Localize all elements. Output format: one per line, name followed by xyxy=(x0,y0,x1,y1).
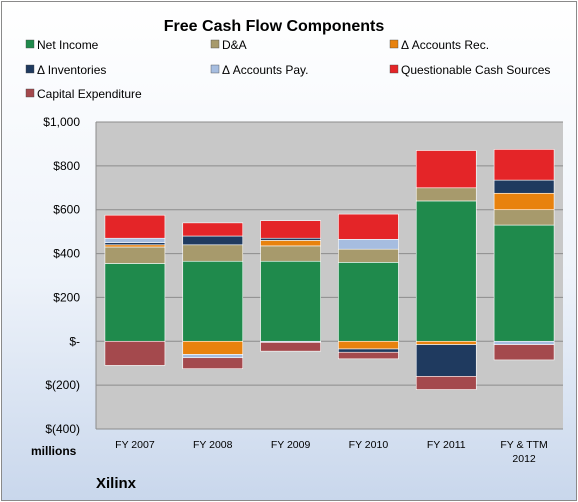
legend-swatch xyxy=(210,39,220,49)
bar-segment-capital-expenditure xyxy=(260,342,321,352)
x-tick-label: FY 2008 xyxy=(193,439,233,451)
y-tick-label: $200 xyxy=(53,290,80,304)
bar-segment-d-a xyxy=(338,248,399,263)
bar-segment-delta-inventories xyxy=(260,237,321,241)
bar-segment-delta-accounts-rec xyxy=(493,192,555,211)
legend-label: Capital Expenditure xyxy=(37,87,142,101)
bar-segment-delta-accounts-rec xyxy=(260,240,321,247)
legend-item-delta-inventories: Δ Inventories xyxy=(25,63,106,77)
bar-segment-d-a xyxy=(493,209,555,226)
y-tick-label: $1,000 xyxy=(43,115,80,129)
bar-segment-net-income xyxy=(415,200,477,342)
y-tick-label: $(200) xyxy=(45,378,80,392)
bar-segment-delta-accounts-pay xyxy=(338,239,399,250)
legend-label: Δ Accounts Rec. xyxy=(401,38,489,52)
legend-swatch xyxy=(25,88,35,98)
legend-label: Δ Accounts Pay. xyxy=(222,63,309,77)
bar-segment-capital-expenditure xyxy=(104,340,166,366)
bar-segment-delta-accounts-pay xyxy=(182,354,244,359)
bar-segment-delta-inventories xyxy=(493,179,555,194)
bar-segment-delta-accounts-pay xyxy=(104,237,166,243)
legend-label: Δ Inventories xyxy=(37,63,106,77)
legend-item-capital-expenditure: Capital Expenditure xyxy=(25,87,142,101)
bar-segment-capital-expenditure xyxy=(415,376,477,390)
legend-swatch xyxy=(210,64,220,74)
legend-swatch xyxy=(25,39,35,49)
x-tick-label: FY 2011 xyxy=(427,439,466,451)
legend-item-net-income: Net Income xyxy=(25,38,99,52)
bar-segment-d-a xyxy=(260,245,321,262)
x-tick-label: FY 2009 xyxy=(271,439,311,451)
bar-segment-delta-inventories xyxy=(182,235,244,246)
y-tick-label: $- xyxy=(69,334,80,348)
bar-segment-net-income xyxy=(493,224,555,342)
bar-segment-delta-accounts-rec xyxy=(415,340,477,345)
bar-segment-questionable-cash-sources xyxy=(182,222,244,237)
bar-segment-capital-expenditure xyxy=(493,344,555,361)
bar-segment-delta-accounts-pay xyxy=(493,340,555,345)
y-tick-label: $400 xyxy=(53,247,80,261)
chart-title: Free Cash Flow Components xyxy=(164,18,385,35)
y-tick-label: $800 xyxy=(53,159,80,173)
legend-label: Questionable Cash Sources xyxy=(401,63,550,77)
bar-segment-net-income xyxy=(182,260,244,342)
legend-swatch xyxy=(25,64,35,74)
plot-area: $1,000 $800 $600 $400 $200 $- $(200) $(400) FY 2… xyxy=(43,115,563,465)
legend-item-d-a: D&A xyxy=(210,38,247,52)
bar-segment-delta-accounts-rec xyxy=(104,244,166,248)
bar-segment-net-income xyxy=(260,260,321,342)
legend-item-questionable-cash-sources: Questionable Cash Sources xyxy=(389,63,550,77)
bar-segment-net-income xyxy=(104,263,166,342)
bar-segment-delta-accounts-rec xyxy=(338,340,399,350)
legend-label: Net Income xyxy=(37,38,99,52)
bar-segment-questionable-cash-sources xyxy=(338,213,399,240)
bar-segment-d-a xyxy=(415,187,477,202)
legend: Net Income D&A Δ Accounts Rec. Δ Inventorie… xyxy=(25,38,550,101)
x-tick-label: FY 2007 xyxy=(115,439,155,451)
legend-item-delta-accounts-pay: Δ Accounts Pay. xyxy=(210,63,309,77)
bar-segment-delta-accounts-rec xyxy=(182,340,244,355)
legend-label: D&A xyxy=(222,38,247,52)
bar-segment-delta-inventories xyxy=(338,348,399,353)
y-tick-label: $600 xyxy=(53,203,80,217)
legend-item-delta-accounts-rec: Δ Accounts Rec. xyxy=(389,38,489,52)
bar-segment-d-a xyxy=(182,244,244,262)
bar-segment-questionable-cash-sources xyxy=(104,214,166,239)
bar-segment-questionable-cash-sources xyxy=(260,220,321,239)
bar-segment-capital-expenditure xyxy=(338,351,399,360)
bar-segment-delta-inventories xyxy=(415,344,477,377)
bar-segment-net-income xyxy=(338,262,399,342)
legend-swatch xyxy=(389,39,399,49)
bar-segment-delta-inventories xyxy=(104,242,166,246)
company-label: Xilinx xyxy=(96,475,137,492)
bar-segment-capital-expenditure xyxy=(182,357,244,369)
bar-segment-d-a xyxy=(104,246,166,264)
x-tick-label: FY 2010 xyxy=(349,439,389,451)
units-label: millions xyxy=(31,444,77,458)
y-tick-label: $(400) xyxy=(45,422,80,436)
plot-background xyxy=(96,122,563,429)
bar-segment-questionable-cash-sources xyxy=(415,150,477,189)
x-tick-label: FY & TTM 2012 xyxy=(500,439,547,465)
bar-segment-questionable-cash-sources xyxy=(493,149,555,181)
legend-swatch xyxy=(389,64,399,74)
